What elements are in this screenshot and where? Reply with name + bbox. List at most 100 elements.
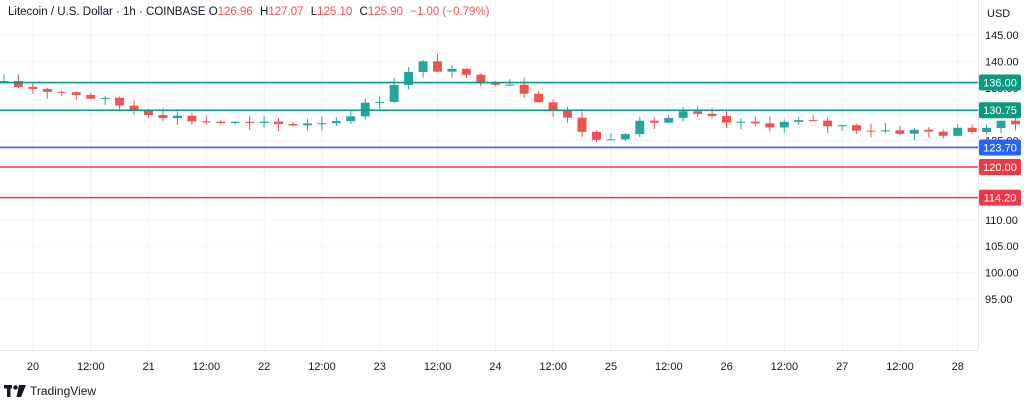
- level-badge-label: 130.75: [983, 105, 1017, 117]
- high-value: 127.07: [268, 6, 304, 18]
- y-tick-label: 100.00: [985, 268, 1019, 280]
- candle-body: [490, 83, 500, 85]
- candle-body: [42, 88, 52, 92]
- candle-body: [649, 120, 659, 123]
- x-tick-label: 28: [952, 361, 964, 373]
- candle-body: [722, 115, 731, 123]
- candle-body: [606, 139, 616, 141]
- candle-body: [57, 91, 67, 93]
- level-badge-label: 136.00: [983, 78, 1017, 90]
- level-badge: [979, 139, 1021, 156]
- candle-body: [591, 131, 601, 140]
- candle-body: [476, 74, 486, 84]
- change-value: −1.00 (−0.79%): [410, 6, 490, 18]
- candle-body: [765, 123, 775, 128]
- x-tick-label: 12:00: [886, 361, 914, 373]
- candle-body: [794, 120, 804, 122]
- candle-body: [563, 109, 573, 118]
- candle-body: [461, 68, 471, 75]
- x-tick-label: 12:00: [655, 361, 683, 373]
- y-tick-label: 105.00: [985, 241, 1019, 253]
- candle-body: [895, 130, 905, 134]
- candle-body: [880, 130, 890, 132]
- x-tick-label: 12:00: [77, 361, 105, 373]
- y-tick-label: 140.00: [985, 56, 1019, 68]
- candle-body: [635, 120, 645, 135]
- candle-body: [866, 130, 876, 132]
- candle-body: [115, 97, 125, 106]
- level-badge: [979, 102, 1021, 119]
- close-label: C: [359, 6, 368, 18]
- candle-body: [447, 68, 457, 72]
- candle-body: [187, 115, 197, 122]
- tradingview-logo-icon: [4, 385, 26, 397]
- candle-body: [302, 123, 312, 126]
- level-badge-label: 123.70: [983, 142, 1017, 154]
- candle-body: [418, 61, 428, 72]
- candle-body: [693, 111, 703, 114]
- high-label: H: [260, 6, 269, 18]
- candle-body: [245, 121, 255, 123]
- candle-body: [909, 129, 919, 134]
- open-value: 126.96: [217, 6, 253, 18]
- candle-body: [389, 84, 399, 102]
- candle-body: [548, 102, 558, 110]
- candle-body: [288, 123, 298, 126]
- x-tick-label: 24: [489, 361, 501, 373]
- symbol-title: Litecoin / U.S. Dollar · 1h · COINBASE: [8, 6, 206, 18]
- x-tick-label: 12:00: [424, 361, 452, 373]
- low-label: L: [310, 6, 318, 18]
- level-badge-label: 114.20: [984, 193, 1017, 205]
- x-tick-label: 12:00: [193, 361, 221, 373]
- level-badge: [979, 74, 1021, 91]
- candle-body: [996, 120, 1006, 128]
- low-value: 125.10: [317, 6, 353, 18]
- candle-body: [201, 121, 211, 123]
- candle-body: [823, 120, 833, 127]
- candle-body: [750, 121, 760, 124]
- y-tick-label: 145.00: [985, 30, 1019, 42]
- candle-body: [967, 127, 977, 132]
- candle-body: [13, 80, 23, 87]
- x-tick-label: 27: [836, 361, 848, 373]
- candle-body: [71, 92, 81, 95]
- candle-body: [331, 121, 341, 124]
- x-tick-label: 12:00: [308, 361, 336, 373]
- candle-body: [274, 121, 284, 124]
- x-tick-label: 21: [142, 361, 154, 373]
- x-tick-label: 12:00: [539, 361, 567, 373]
- candle-body: [505, 84, 515, 86]
- candle-body: [519, 84, 529, 94]
- candle-body: [317, 123, 327, 125]
- level-badge: [979, 189, 1021, 206]
- candle-body: [129, 105, 139, 111]
- candle-body: [953, 127, 963, 136]
- candle-body: [620, 134, 630, 140]
- candle-body: [346, 116, 356, 122]
- x-tick-label: 22: [258, 361, 270, 373]
- candle-body: [534, 93, 544, 103]
- candle-body: [837, 125, 847, 127]
- x-tick-label: 20: [27, 361, 39, 373]
- level-badge-label: 120.00: [983, 162, 1017, 174]
- tradingview-logo[interactable]: TradingView: [4, 384, 96, 398]
- candle-body: [86, 94, 96, 99]
- candle-body: [259, 121, 269, 123]
- open-label: O: [208, 6, 218, 18]
- candle-body: [158, 115, 168, 119]
- x-tick-label: 12:00: [771, 361, 799, 373]
- candle-body: [938, 131, 948, 136]
- x-tick-label: 25: [605, 361, 617, 373]
- currency-label[interactable]: USD: [987, 8, 1011, 20]
- x-tick-label: 26: [720, 361, 732, 373]
- symbol-header: Litecoin / U.S. Dollar · 1h · COINBASE O…: [8, 6, 494, 18]
- candle-body: [664, 117, 674, 123]
- candle-body: [808, 120, 818, 122]
- candle-body: [28, 86, 38, 89]
- candle-body: [678, 111, 688, 118]
- candle-body: [707, 113, 717, 116]
- x-tick-label: 23: [374, 361, 386, 373]
- time-axis-divider: [0, 350, 978, 351]
